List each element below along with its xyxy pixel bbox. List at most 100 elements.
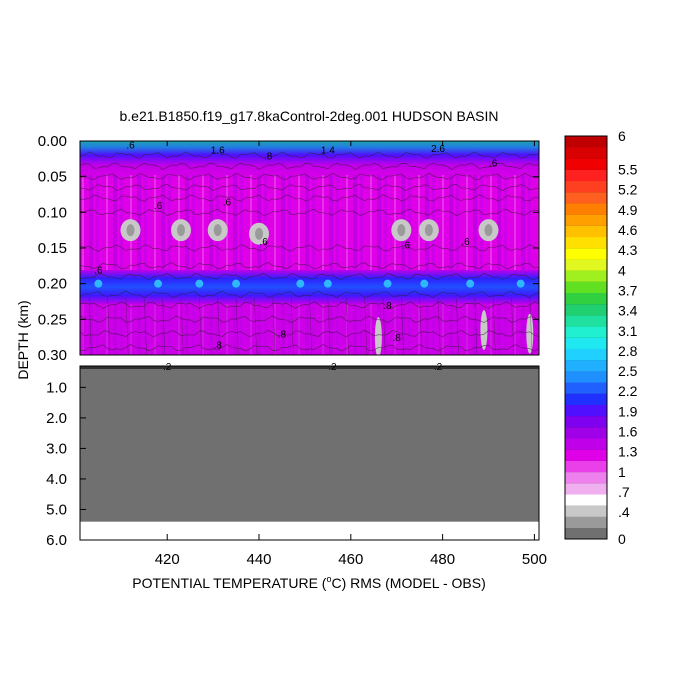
colorbar-swatch (565, 460, 607, 473)
y-tick-label: 2.0 (46, 410, 67, 427)
low-value-core (126, 224, 135, 237)
contour-line (80, 162, 539, 170)
contour-line (419, 297, 423, 355)
y-tick-label: 4.0 (46, 471, 67, 488)
contour-line (80, 244, 539, 252)
colorbar-swatch (565, 169, 607, 182)
low-value-core (484, 224, 493, 237)
y-tick-label: 1.0 (46, 379, 67, 396)
contour-label: .6 (402, 240, 411, 251)
colorbar-label: 1 (618, 464, 626, 480)
surface-layer (80, 141, 539, 181)
colorbar-swatch (565, 415, 607, 428)
colorbar-swatch (565, 270, 607, 282)
colorbar-swatch (565, 516, 607, 529)
colorbar-swatch (565, 315, 607, 327)
y-tick-label: 0.15 (38, 240, 67, 257)
colorbar-label: 6 (618, 128, 626, 144)
band-maximum (383, 279, 392, 288)
colorbar-labels: 0 .4 .7 1 1.3 1.6 1.9 2.2 2.5 2.8 3.1 3.4 3.7 4 4.3 4.6… (618, 128, 638, 547)
colorbar-swatch (565, 393, 607, 405)
colorbar-swatch (565, 303, 607, 316)
band-maximum (323, 279, 332, 288)
contour-label: .2 (434, 362, 443, 373)
colorbar-label: 2.5 (618, 363, 638, 379)
colorbar-swatch (565, 203, 607, 215)
y-tick-label: 0.25 (38, 311, 67, 328)
contour-line (144, 297, 147, 355)
contour-label: 1.6 (211, 146, 225, 157)
band-maximum (296, 279, 305, 288)
contour-line (80, 262, 539, 270)
contour-line (180, 297, 184, 355)
colorbar-swatch (565, 292, 607, 305)
contour-label: .8 (278, 330, 287, 341)
lower-top-edge (80, 366, 539, 369)
band-maximum (94, 279, 103, 288)
y-tick-label: 0.30 (38, 347, 67, 364)
colorbar-label: 4.3 (618, 242, 638, 258)
low-value-core (176, 224, 185, 237)
lower-panel: .2 .2 .2 (80, 362, 539, 522)
contour-line (272, 297, 276, 355)
colorbar-label: 1.3 (618, 444, 638, 460)
y-tick-label: 0.10 (38, 204, 67, 221)
colorbar-swatch (565, 214, 607, 226)
contour-line (492, 297, 496, 355)
colorbar-frame (564, 135, 608, 540)
upper-panel: .6 1.6 .8 1.4 2.6 .6 .6 .6 .6 .6 .6 .6 .8 .8 .8 .8 (80, 141, 539, 355)
y-tick-label: 0.05 (38, 169, 67, 186)
x-axis: 420 440 460 480 500 (155, 141, 547, 568)
colorbar-swatch (565, 438, 607, 450)
contour-labels: .6 1.6 .8 1.4 2.6 .6 .6 .6 .6 .6 .6 .6 .8 .8 .8 .8 (94, 141, 498, 351)
colorbar-swatch (565, 180, 607, 193)
colorbar-swatch (565, 359, 607, 372)
contour-label: .2 (163, 362, 172, 373)
field-features (94, 219, 534, 355)
contour-label: .6 (461, 237, 470, 248)
x-tick-label: 480 (430, 551, 455, 568)
contour-label: .6 (94, 265, 103, 276)
contour-line (80, 172, 539, 181)
contour-line (80, 290, 539, 298)
colorbar-swatch (565, 136, 607, 148)
contour-line (80, 315, 539, 323)
y-tick-label: 0.00 (38, 133, 67, 150)
contour-label: .8 (214, 340, 223, 351)
contour-label: .6 (489, 158, 498, 169)
band-maximum (466, 279, 475, 288)
low-value-core (397, 224, 406, 237)
contour-line (437, 297, 441, 355)
contour-line (474, 297, 478, 355)
lower-magenta-layer (80, 304, 539, 355)
colorbar-swatch (565, 147, 607, 159)
y-tick-label: 0.20 (38, 276, 67, 293)
contour-label: .8 (264, 151, 273, 162)
colorbar-label: 4.9 (618, 202, 638, 218)
contour-label: .6 (154, 201, 163, 212)
colorbar-swatch (565, 449, 607, 461)
contour-line (80, 301, 539, 309)
colorbar-swatch (565, 494, 607, 506)
colorbar-label: 1.9 (618, 403, 638, 419)
contour-line (80, 151, 539, 159)
colorbar (565, 135, 607, 540)
contour-label: .8 (393, 333, 402, 344)
contour-line (290, 297, 294, 355)
colorbar-swatch (565, 337, 607, 349)
contour-line (107, 297, 111, 355)
contour-line (80, 330, 539, 338)
contour-line (125, 297, 129, 355)
contour-line (80, 344, 539, 352)
colorbar-swatch (565, 348, 607, 361)
colorbar-swatch (565, 483, 607, 495)
colorbar-label: 4.6 (618, 222, 638, 238)
colorbar-label: 2.8 (618, 343, 638, 359)
colorbar-label: .4 (618, 504, 630, 520)
contour-line (511, 297, 515, 355)
x-tick-label: 440 (246, 551, 271, 568)
x-axis-label-degree: o (326, 574, 331, 584)
band-maximum (516, 279, 525, 288)
colorbar-swatch (565, 158, 607, 170)
